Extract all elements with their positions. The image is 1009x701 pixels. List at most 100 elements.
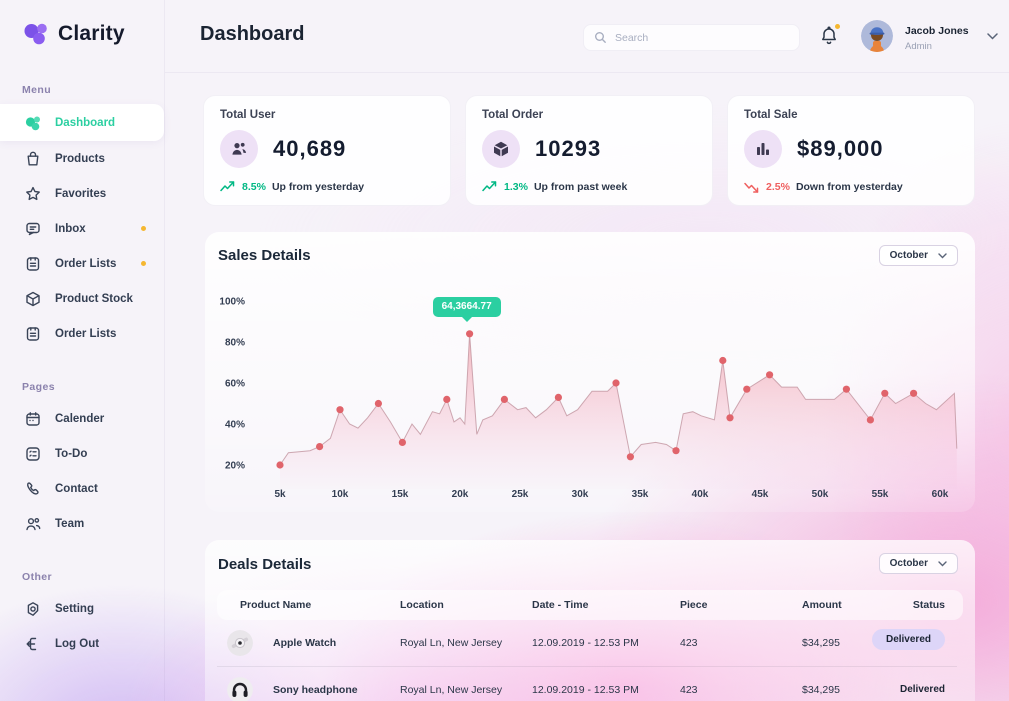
- sidebar-item-label: Calender: [55, 412, 105, 425]
- clipboard-icon: [24, 325, 42, 343]
- sidebar-item-product-stock[interactable]: Product Stock: [0, 281, 164, 316]
- stat-value: $89,000: [797, 136, 884, 161]
- cube-outline-icon: [24, 290, 42, 308]
- user-info: Jacob Jones Admin: [905, 21, 969, 52]
- sidebar-item-order-lists-2[interactable]: Order Lists: [0, 316, 164, 351]
- data-point: [866, 416, 875, 424]
- table-row: Apple Watch Royal Ln, New Jersey 12.09.2…: [217, 620, 963, 667]
- sidebar-item-label: Favorites: [55, 187, 107, 200]
- data-point: [842, 385, 851, 393]
- trend-text: Up from past week: [533, 181, 628, 193]
- stat-value: 40,689: [273, 136, 347, 161]
- product-location: Royal Ln, New Jersey: [400, 637, 503, 649]
- data-point: [398, 438, 406, 446]
- sidebar-item-contact[interactable]: Contact: [0, 471, 164, 506]
- brand-name: Clarity: [58, 22, 125, 45]
- column-header-piece: Piece: [680, 599, 708, 611]
- trend-percent: 2.5%: [766, 181, 790, 193]
- sidebar-item-setting[interactable]: Setting: [0, 591, 164, 626]
- deals-details-panel: Deals Details October Product Name Locat…: [205, 540, 975, 701]
- y-axis-tick: 60%: [225, 379, 245, 390]
- stat-card-total-order: Total Order 10293 1.3% Up from past week: [465, 95, 713, 206]
- trend-up-icon: [220, 181, 236, 193]
- column-header-amount: Amount: [802, 599, 842, 611]
- search-input[interactable]: [615, 31, 789, 44]
- data-point: [726, 414, 734, 422]
- sidebar-menu-nav: Dashboard Products Favorites: [0, 104, 164, 351]
- column-header-product: Product Name: [240, 599, 312, 611]
- user-role: Admin: [905, 40, 932, 52]
- sales-details-title: Sales Details: [218, 247, 311, 264]
- x-axis-tick: 40k: [692, 489, 709, 500]
- data-point: [443, 395, 451, 403]
- notification-bell[interactable]: [819, 24, 841, 49]
- stat-trend: 2.5% Down from yesterday: [744, 181, 958, 193]
- user-profile[interactable]: Jacob Jones Admin: [861, 20, 998, 52]
- sidebar-item-dashboard[interactable]: Dashboard: [0, 104, 164, 141]
- product-name: Sony headphone: [273, 684, 358, 696]
- product-datetime: 12.09.2019 - 12.53 PM: [532, 684, 639, 696]
- product-name: Apple Watch: [273, 637, 337, 649]
- chat-icon: [24, 220, 42, 238]
- sidebar-item-label: Contact: [55, 482, 98, 495]
- clarity-flower-icon: [22, 20, 50, 48]
- x-axis-tick: 55k: [872, 489, 889, 500]
- brand-logo: Clarity: [0, 0, 164, 48]
- stat-title: Total Order: [482, 109, 544, 121]
- data-point: [500, 395, 508, 403]
- sales-period-value: October: [889, 250, 928, 261]
- y-axis-tick: 100%: [219, 297, 245, 308]
- trend-up-icon: [482, 181, 498, 193]
- sidebar-section-menu: Menu: [22, 84, 52, 96]
- stat-card-total-sale: Total Sale $89,000 2.5% Down from yester…: [727, 95, 975, 206]
- gear-icon: [24, 600, 42, 618]
- notification-dot: [141, 261, 146, 266]
- deals-details-title: Deals Details: [218, 556, 312, 573]
- sidebar-item-team[interactable]: Team: [0, 506, 164, 541]
- sidebar-item-products[interactable]: Products: [0, 141, 164, 176]
- sidebar: Clarity Menu Dashboard Products: [0, 0, 165, 701]
- stat-cards-row: Total User 40,689 8.5% Up from yeste: [203, 95, 975, 206]
- chevron-down-icon[interactable]: [987, 32, 998, 40]
- x-axis-tick: 5k: [274, 489, 286, 500]
- sidebar-item-order-lists[interactable]: Order Lists: [0, 246, 164, 281]
- sidebar-item-label: Order Lists: [55, 327, 117, 340]
- trend-percent: 8.5%: [242, 181, 266, 193]
- column-header-datetime: Date - Time: [532, 599, 589, 611]
- x-axis-tick: 50k: [812, 489, 829, 500]
- calendar-icon: [24, 410, 42, 428]
- deals-period-dropdown[interactable]: October: [878, 553, 958, 574]
- data-point: [554, 393, 562, 401]
- data-point: [316, 443, 324, 451]
- x-axis-tick: 10k: [332, 489, 349, 500]
- sidebar-item-calender[interactable]: Calender: [0, 401, 164, 436]
- sidebar-other-nav: Setting Log Out: [0, 591, 164, 661]
- sidebar-item-label: Products: [55, 152, 105, 165]
- sidebar-item-inbox[interactable]: Inbox: [0, 211, 164, 246]
- status-badge: Delivered: [899, 684, 945, 695]
- sales-period-dropdown[interactable]: October: [878, 245, 958, 266]
- product-amount: $34,295: [802, 684, 840, 696]
- sidebar-item-label: Team: [55, 517, 85, 530]
- sidebar-item-favorites[interactable]: Favorites: [0, 176, 164, 211]
- product-location: Royal Ln, New Jersey: [400, 684, 503, 696]
- bar-chart-icon: [744, 130, 782, 168]
- data-point: [881, 389, 889, 397]
- x-axis-tick: 30k: [572, 489, 589, 500]
- product-piece: 423: [680, 637, 698, 649]
- stat-trend: 8.5% Up from yesterday: [220, 181, 434, 193]
- column-header-status: Status: [912, 599, 945, 611]
- sidebar-item-todo[interactable]: To-Do: [0, 436, 164, 471]
- search-icon: [594, 31, 607, 44]
- trend-down-icon: [744, 181, 760, 193]
- apple-watch-photo: [227, 630, 253, 656]
- data-point: [766, 371, 774, 379]
- y-axis-tick: 20%: [225, 461, 245, 472]
- stat-card-total-user: Total User 40,689 8.5% Up from yeste: [203, 95, 451, 206]
- sidebar-item-label: Product Stock: [55, 292, 133, 305]
- sidebar-item-logout[interactable]: Log Out: [0, 626, 164, 661]
- cube-icon: [482, 130, 520, 168]
- avatar: [861, 20, 893, 52]
- product-amount: $34,295: [802, 637, 840, 649]
